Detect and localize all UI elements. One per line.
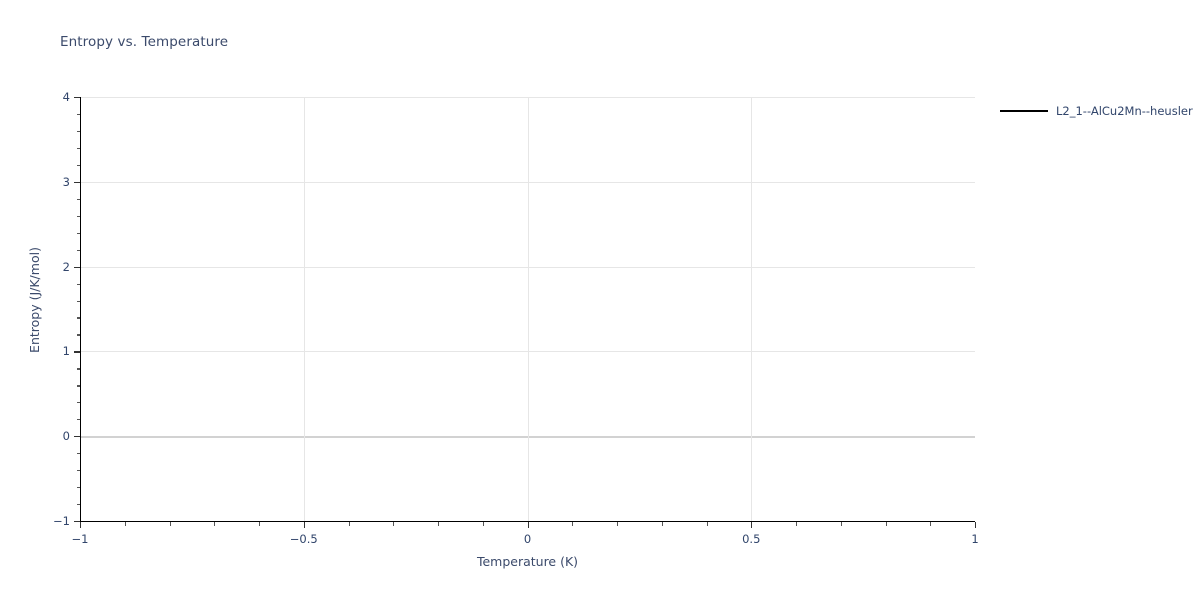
x-tick-major [751,522,753,528]
y-tick-minor [76,249,80,251]
y-tick-major [74,436,80,438]
gridline-vertical [303,97,305,521]
legend-entry[interactable]: L2_1--AlCu2Mn--heusler [1000,104,1193,118]
y-tick-minor [76,419,80,421]
y-tick-label: 3 [62,174,70,189]
x-tick-label: −1 [71,532,89,546]
legend-label: L2_1--AlCu2Mn--heusler [1056,104,1193,118]
y-tick-label: 2 [62,259,70,274]
y-tick-minor [76,198,80,200]
y-tick-minor [76,402,80,404]
x-axis-spine [80,520,975,522]
y-tick-minor [76,147,80,150]
y-tick-minor [76,487,80,489]
x-tick-minor [885,522,887,526]
y-tick-major [74,181,80,183]
y-tick-major [74,521,80,523]
x-tick-minor [840,522,842,526]
y-tick-minor [76,334,80,336]
y-tick-minor [76,368,80,370]
y-axis-spine [80,97,82,522]
x-tick-minor [482,522,484,526]
x-tick-minor [796,522,798,526]
y-tick-major [74,97,80,99]
x-tick-minor [259,522,261,526]
y-axis-label: Entropy (J/K/mol) [27,247,42,353]
chart-legend[interactable]: L2_1--AlCu2Mn--heusler [1000,104,1193,118]
y-tick-minor [76,470,80,472]
x-tick-minor [617,522,619,526]
y-tick-label: −1 [53,514,70,528]
x-tick-minor [661,522,663,526]
x-tick-minor [572,522,574,526]
plot-area[interactable] [80,97,975,521]
x-tick-minor [169,522,171,526]
x-tick-label: −0.5 [289,532,318,546]
gridline-vertical [527,97,529,521]
y-tick-minor [76,164,80,167]
x-tick-minor [438,522,440,526]
gridline-vertical [751,97,753,521]
y-tick-minor [76,317,80,319]
y-tick-minor [76,453,80,455]
y-tick-major [74,351,80,353]
y-tick-minor [76,283,80,285]
x-tick-major [527,522,529,528]
y-tick-minor [76,504,80,506]
x-tick-minor [214,522,216,526]
y-tick-minor [76,215,80,217]
x-tick-label: 0 [523,532,532,546]
y-tick-label: 1 [62,344,70,359]
x-tick-major [80,522,82,528]
y-tick-minor [76,385,80,387]
x-tick-major [303,522,305,528]
y-tick-minor [76,232,80,234]
y-tick-minor [76,130,80,133]
x-axis-label: Temperature (K) [476,554,579,569]
y-tick-major [74,266,80,268]
x-tick-minor [348,522,350,526]
x-tick-minor [930,522,932,526]
x-tick-minor [706,522,708,526]
x-tick-label: 1 [971,532,979,546]
legend-line-icon [1000,109,1048,113]
x-tick-major [975,522,977,528]
chart-title: Entropy vs. Temperature [60,34,229,50]
x-tick-label: 0.5 [742,532,761,546]
y-tick-minor [76,300,80,302]
y-tick-label: 4 [62,90,70,104]
y-tick-minor [76,113,80,116]
y-axis-label-wrapper: Entropy (J/K/mol) [22,0,48,600]
x-tick-minor [124,522,126,526]
x-tick-minor [393,522,395,526]
y-tick-label: 0 [62,429,70,444]
